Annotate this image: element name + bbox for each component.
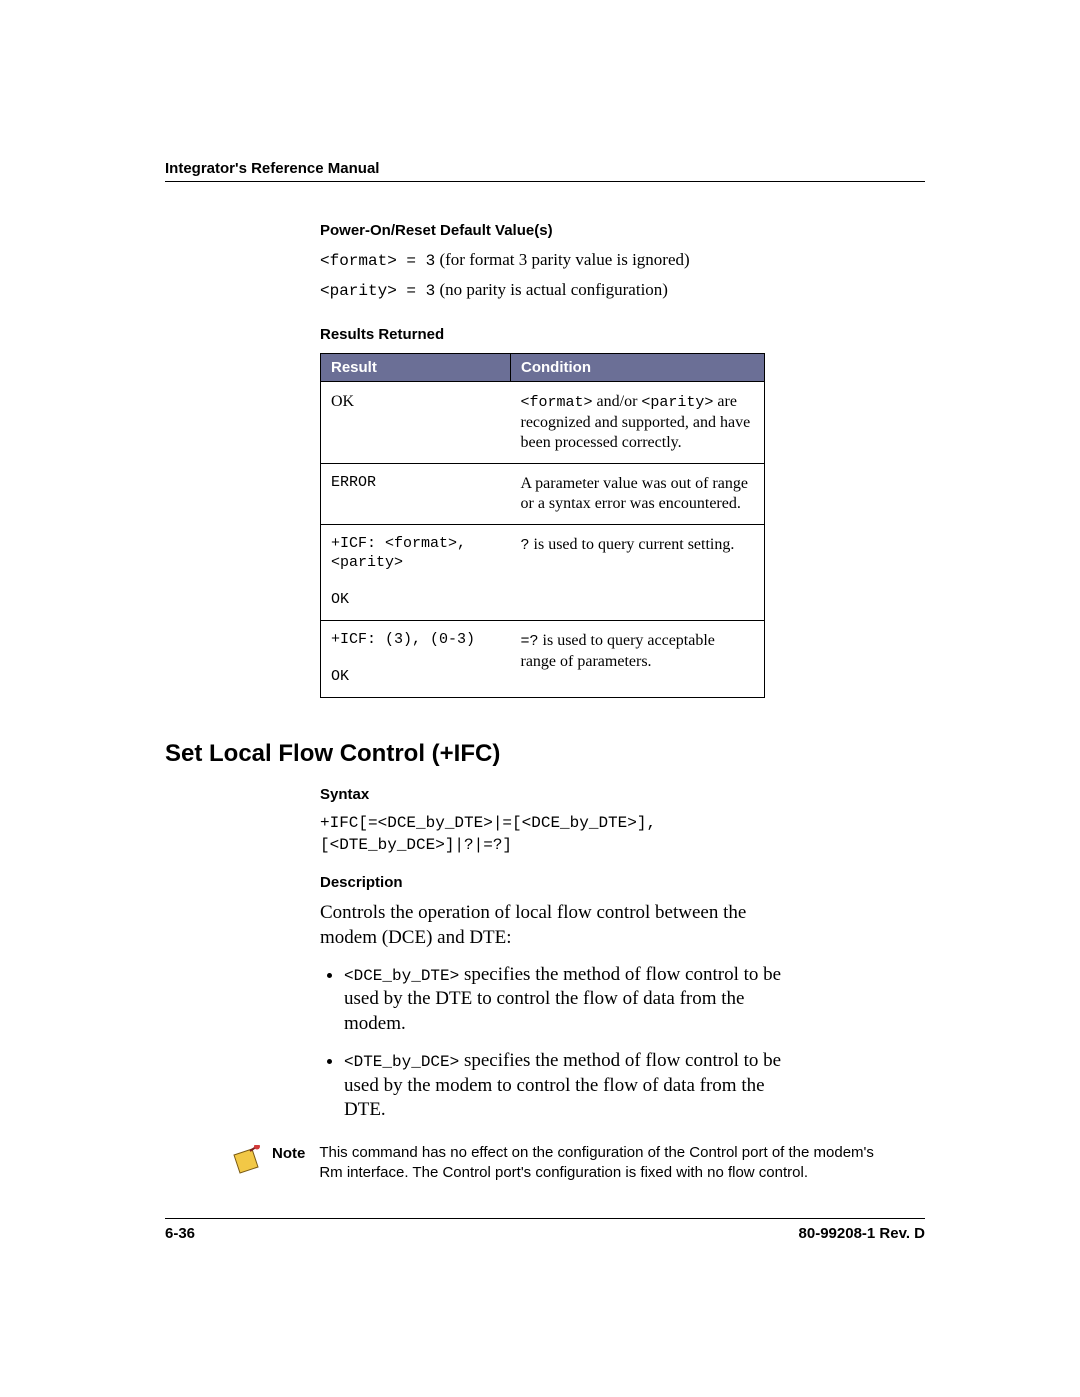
defaults-heading: Power-On/Reset Default Value(s): [320, 222, 925, 239]
note-icon: [230, 1145, 262, 1177]
table-row: ERRORA parameter value was out of range …: [321, 463, 765, 524]
table-row: +ICF: <format>, <parity> OK? is used to …: [321, 524, 765, 620]
condition-cell: <format> and/or <parity> are recognized …: [511, 382, 765, 464]
section-title: Set Local Flow Control (+IFC): [165, 740, 925, 768]
syntax-text: +IFC[=<DCE_by_DTE>|=[<DCE_by_DTE>], [<DT…: [320, 813, 925, 856]
result-cell: ERROR: [321, 463, 511, 524]
table-row: OK<format> and/or <parity> are recognize…: [321, 382, 765, 464]
result-cell: OK: [321, 382, 511, 464]
default-text-1: (for format 3 parity value is ignored): [435, 250, 689, 269]
condition-cell: A parameter value was out of range or a …: [511, 463, 765, 524]
syntax-heading: Syntax: [320, 786, 925, 803]
results-heading: Results Returned: [320, 326, 925, 343]
note-text: This command has no effect on the config…: [319, 1143, 874, 1184]
page-content: Integrator's Reference Manual Power-On/R…: [165, 160, 925, 1183]
defaults-block: Power-On/Reset Default Value(s) <format>…: [320, 222, 925, 698]
default-text-2: (no parity is actual configuration): [435, 280, 668, 299]
page-footer: 6-36 80-99208-1 Rev. D: [165, 1218, 925, 1242]
description-intro: Controls the operation of local flow con…: [320, 901, 790, 950]
running-header: Integrator's Reference Manual: [165, 160, 925, 177]
note-block: Note This command has no effect on the c…: [230, 1143, 925, 1184]
default-line-2: <parity> = 3 (no parity is actual config…: [320, 279, 925, 303]
list-item: <DTE_by_DCE> specifies the method of flo…: [344, 1049, 800, 1123]
description-list: <DCE_by_DTE> specifies the method of flo…: [320, 963, 800, 1123]
header-rule: [165, 181, 925, 182]
condition-cell: =? is used to query acceptable range of …: [511, 620, 765, 697]
footer-page-number: 6-36: [165, 1225, 195, 1242]
results-col-result: Result: [321, 354, 511, 382]
footer-doc-id: 80-99208-1 Rev. D: [799, 1225, 925, 1242]
result-cell: +ICF: (3), (0-3) OK: [321, 620, 511, 697]
default-code-2: <parity> = 3: [320, 282, 435, 300]
list-item: <DCE_by_DTE> specifies the method of flo…: [344, 963, 800, 1037]
result-cell: +ICF: <format>, <parity> OK: [321, 524, 511, 620]
description-heading: Description: [320, 874, 925, 891]
section-body: Syntax +IFC[=<DCE_by_DTE>|=[<DCE_by_DTE>…: [320, 786, 925, 1123]
condition-cell: ? is used to query current setting.: [511, 524, 765, 620]
table-row: +ICF: (3), (0-3) OK=? is used to query a…: [321, 620, 765, 697]
results-table: Result Condition OK<format> and/or <pari…: [320, 353, 765, 698]
note-label: Note: [272, 1145, 305, 1162]
results-col-condition: Condition: [511, 354, 765, 382]
default-line-1: <format> = 3 (for format 3 parity value …: [320, 249, 925, 273]
default-code-1: <format> = 3: [320, 252, 435, 270]
